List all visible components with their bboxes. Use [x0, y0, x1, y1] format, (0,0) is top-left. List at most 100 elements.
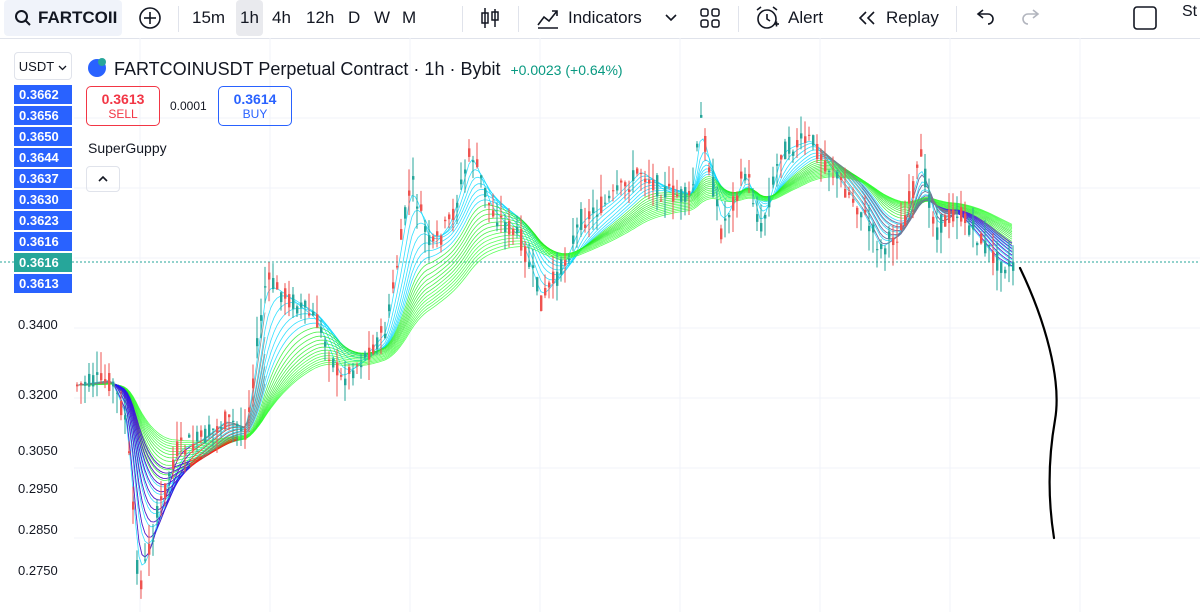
- interval-d[interactable]: D: [348, 8, 361, 27]
- candle-body: [140, 580, 143, 590]
- interval-4h[interactable]: 4h: [272, 8, 291, 27]
- price-label: 0.3644: [14, 148, 72, 167]
- candle-body: [848, 192, 851, 195]
- candle-body: [880, 244, 883, 250]
- guppy-line: [75, 152, 1013, 504]
- collapse-indicators-button[interactable]: [86, 166, 120, 192]
- symbol-title[interactable]: FARTCOINUSDT Perpetual Contract · 1h · B…: [114, 59, 501, 79]
- grid-icon: [698, 6, 722, 30]
- layouts-button[interactable]: [698, 0, 722, 36]
- candle-body: [812, 135, 815, 146]
- candle-body: [980, 233, 983, 244]
- candle-body: [344, 378, 347, 386]
- candle-body: [532, 265, 535, 268]
- candle-body: [528, 261, 531, 267]
- chart-area[interactable]: [0, 38, 1200, 612]
- toolbar-divider: [738, 6, 739, 32]
- candle-body: [220, 427, 223, 429]
- alarm-clock-icon: [754, 5, 780, 31]
- replay-button[interactable]: Replay: [856, 0, 939, 36]
- candle-body: [888, 231, 891, 239]
- guppy-line: [75, 146, 1013, 528]
- interval-m[interactable]: M: [402, 8, 417, 27]
- candle-body: [392, 282, 395, 289]
- buy-price: 0.3614: [233, 91, 277, 107]
- fullscreen-button[interactable]: [1132, 0, 1158, 36]
- candle-body: [952, 209, 955, 222]
- indicators-button[interactable]: Indicators: [536, 0, 642, 36]
- candle-body: [932, 216, 935, 224]
- candle-body: [404, 207, 407, 219]
- candle-body: [592, 207, 595, 214]
- candle-body: [480, 175, 483, 178]
- candle-body: [940, 214, 943, 233]
- candle-body: [548, 282, 551, 288]
- candle-body: [836, 171, 839, 179]
- buy-button[interactable]: 0.3614 BUY: [218, 86, 292, 126]
- candle-body: [776, 164, 779, 166]
- candle-body: [484, 188, 487, 197]
- candle-body: [120, 400, 123, 416]
- indicator-title[interactable]: SuperGuppy: [88, 140, 167, 156]
- candle-body: [380, 326, 383, 333]
- chart-canvas[interactable]: [0, 38, 1200, 612]
- candle-body: [124, 415, 127, 420]
- candle-body: [572, 235, 575, 244]
- candle-body: [84, 381, 87, 386]
- candle-body: [876, 249, 879, 251]
- candle-body: [696, 143, 699, 148]
- candle-body: [96, 372, 99, 375]
- candle-body: [988, 244, 991, 247]
- candle-body: [816, 143, 819, 160]
- candle-body: [724, 218, 727, 221]
- candle-body: [780, 155, 783, 160]
- candle-body: [704, 136, 707, 152]
- candle-body: [100, 373, 103, 381]
- candle-body: [604, 202, 607, 204]
- chart-type-button[interactable]: [478, 0, 502, 36]
- candle-body: [524, 246, 527, 262]
- sell-button[interactable]: 0.3613 SELL: [86, 86, 160, 126]
- interval-15m[interactable]: 15m: [192, 8, 226, 27]
- candle-body: [748, 174, 751, 178]
- candle-body: [616, 185, 619, 191]
- redo-button[interactable]: [1020, 0, 1042, 36]
- guppy-line: [930, 201, 1013, 244]
- candle-body: [88, 373, 91, 387]
- candle-body: [632, 170, 635, 181]
- candle-body: [692, 184, 695, 186]
- candle-body: [684, 187, 687, 202]
- search-icon: [14, 9, 32, 27]
- interval-12h[interactable]: 12h: [306, 8, 335, 27]
- candle-body: [968, 225, 971, 235]
- axis-tick-label: 0.2750: [18, 563, 58, 578]
- guppy-line: [111, 382, 191, 493]
- symbol-search[interactable]: FARTCOII: [4, 0, 122, 36]
- candle-body: [408, 190, 411, 196]
- candle-body: [732, 196, 735, 211]
- candle-body: [752, 203, 755, 205]
- alert-button[interactable]: Alert: [754, 0, 823, 36]
- interval-1h[interactable]: 1h: [236, 0, 263, 36]
- candle-body: [312, 311, 315, 316]
- indicators-dropdown[interactable]: [664, 0, 678, 36]
- candle-body: [716, 199, 719, 207]
- candle-body: [432, 236, 435, 242]
- compare-button[interactable]: [136, 0, 164, 36]
- candle-body: [948, 209, 951, 223]
- candle-body: [864, 210, 867, 213]
- candle-body: [972, 220, 975, 230]
- interval-w[interactable]: W: [374, 8, 391, 27]
- guppy-line: [861, 174, 929, 245]
- candle-body: [744, 173, 747, 181]
- candle-body: [272, 277, 275, 290]
- candle-body: [156, 506, 159, 518]
- toolbar-divider: [178, 6, 179, 32]
- guppy-line: [930, 201, 1013, 246]
- candle-body: [896, 241, 899, 243]
- candle-body: [916, 164, 919, 168]
- undo-button[interactable]: [974, 0, 996, 36]
- currency-selector[interactable]: USDT: [14, 52, 72, 80]
- plus-circle-icon: [138, 6, 162, 30]
- candle-body: [844, 188, 847, 198]
